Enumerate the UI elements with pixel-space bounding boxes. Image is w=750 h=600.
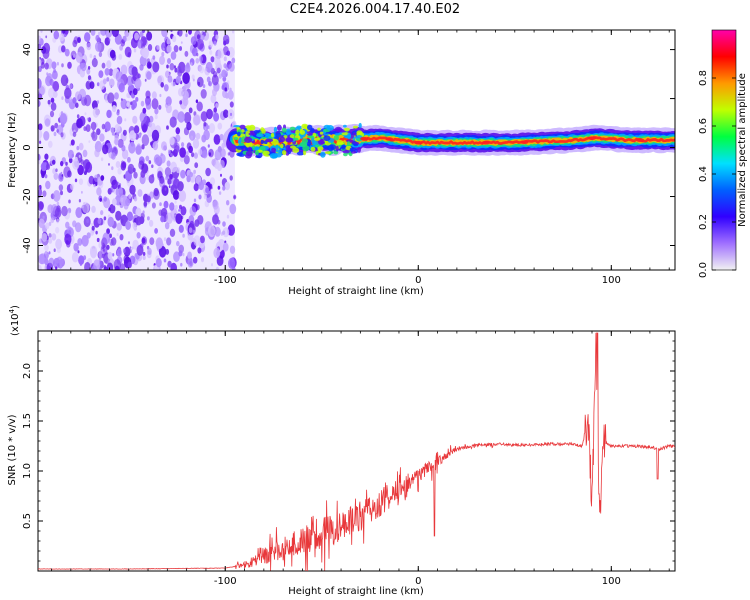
snr-xtick-label: 100 bbox=[602, 576, 621, 587]
snr-ytick-label: 0.5 bbox=[22, 513, 33, 529]
spectrogram-ytick-label: 40 bbox=[22, 43, 33, 56]
snr-ytick-label: 1.5 bbox=[22, 413, 33, 429]
snr-scale-exponent: 4 bbox=[8, 308, 16, 313]
spectrogram-xtick-label: 100 bbox=[602, 275, 621, 286]
colorbar-tick-label: 0.6 bbox=[698, 118, 709, 134]
snr-panel: -100 0 100 2.0 1.5 1.0 0.5 Height of straight … bbox=[7, 305, 676, 597]
noise-blobs bbox=[38, 30, 238, 270]
colorbar-tick-label: 0.0 bbox=[698, 262, 709, 278]
spectrogram-xlabel: Height of straight line (km) bbox=[288, 286, 424, 297]
snr-scale-label: (x104) bbox=[8, 305, 21, 336]
snr-frame bbox=[37, 330, 676, 572]
spectrogram-xtick-label: 0 bbox=[415, 275, 421, 286]
signal-band bbox=[222, 122, 675, 159]
snr-plot-area bbox=[38, 332, 675, 571]
spectrogram-xtick-label: -100 bbox=[214, 275, 237, 286]
snr-series-line bbox=[38, 332, 675, 571]
snr-xtick-label: -100 bbox=[214, 576, 237, 587]
snr-scale-suffix: ) bbox=[10, 305, 21, 309]
colorbar-tick-label: 0.4 bbox=[698, 166, 709, 182]
colorbar-label: Normalized spectral amplitude bbox=[737, 73, 748, 227]
snr-ylabel: SNR (10 * v/v) bbox=[7, 414, 18, 485]
snr-ytick-label: 2.0 bbox=[22, 363, 33, 379]
chart-title: C2E4.2026.004.17.40.E02 bbox=[289, 2, 461, 17]
svg-text:(x104): (x104) bbox=[8, 305, 21, 336]
snr-scale-prefix: (x10 bbox=[10, 313, 21, 336]
spectrogram-ylabel: Frequency (Hz) bbox=[7, 112, 18, 188]
snr-ytick-label: 1.0 bbox=[22, 463, 33, 479]
spectrogram-panel: -100 0 100 40 20 0 -20 -40 Height of straight l… bbox=[7, 29, 676, 297]
colorbar: 0.0 0.2 0.4 0.6 0.8 Normalized spectral ampl… bbox=[698, 29, 748, 278]
snr-xtick-label: 0 bbox=[415, 576, 421, 587]
colorbar-tick-label: 0.2 bbox=[698, 214, 709, 230]
spectrogram-ytick-label: 0 bbox=[22, 144, 33, 150]
spectrogram-frame bbox=[37, 29, 676, 271]
spectrogram-ytick-label: -40 bbox=[22, 237, 33, 253]
spectrogram-ytick-label: -20 bbox=[22, 188, 33, 204]
colorbar-gradient bbox=[711, 29, 737, 271]
spectrogram-ytick-label: 20 bbox=[22, 92, 33, 105]
snr-axes: -100 0 100 2.0 1.5 1.0 0.5 bbox=[22, 331, 675, 587]
snr-xlabel: Height of straight line (km) bbox=[288, 586, 424, 597]
spectrogram-axes: -100 0 100 40 20 0 -20 -40 bbox=[22, 30, 675, 286]
spectrogram-image bbox=[38, 30, 675, 270]
colorbar-tick-label: 0.8 bbox=[698, 70, 709, 86]
colorbar-ticks: 0.0 0.2 0.4 0.6 0.8 bbox=[698, 70, 736, 278]
